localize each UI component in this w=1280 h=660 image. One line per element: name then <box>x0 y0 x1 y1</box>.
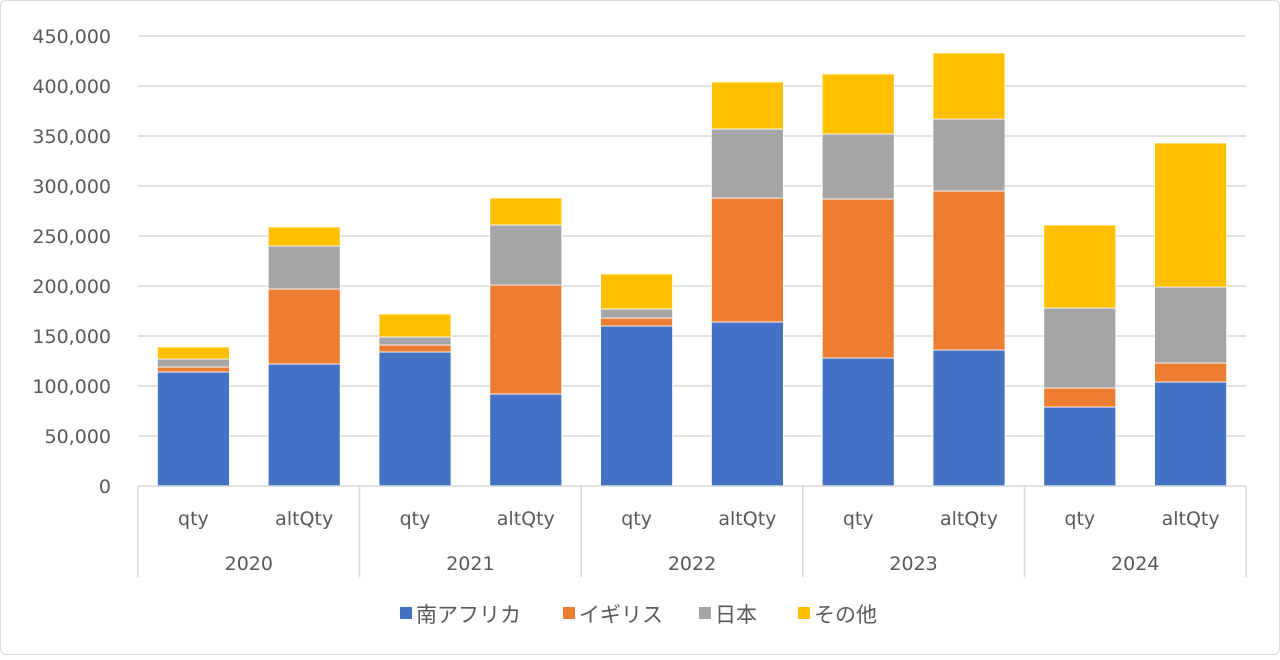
bar-segment <box>267 288 341 365</box>
bar-segment <box>156 358 230 368</box>
y-tick-label: 300,000 <box>32 176 111 198</box>
bar-segment <box>600 317 673 327</box>
bar-segment <box>267 363 341 487</box>
bar-segment <box>489 224 563 286</box>
bars <box>156 52 1227 487</box>
bar-segment <box>600 308 673 319</box>
y-tick-label: 400,000 <box>32 76 111 98</box>
bar-segment <box>932 52 1006 120</box>
y-axis-ticks: 0 50,000 100,000 150,000 200,000 250,000 300,0… <box>32 26 111 498</box>
y-tick-label: 350,000 <box>32 126 111 148</box>
bar-segment <box>600 273 673 310</box>
legend-swatch <box>400 607 412 619</box>
bar-segment <box>711 81 784 130</box>
bar-segment <box>489 197 563 226</box>
x-tick-label: altQty <box>1162 508 1220 530</box>
y-tick-label: 100,000 <box>32 376 111 398</box>
bar-segment <box>932 349 1006 487</box>
x-tick-label: altQty <box>497 508 555 530</box>
x-group-label: 2020 <box>225 553 273 575</box>
x-group-label: 2023 <box>889 553 937 575</box>
bar-segment <box>378 313 452 338</box>
bar-segment <box>378 336 452 346</box>
bar-segment <box>378 344 452 353</box>
legend-swatch <box>563 607 575 619</box>
bar-segment <box>1154 381 1227 487</box>
legend-label: 日本 <box>715 603 757 627</box>
x-group-label: 2024 <box>1111 553 1159 575</box>
legend-swatch <box>798 607 810 619</box>
x-axis: qty altQty qty altQty qty altQty qty altQty qty a… <box>137 485 1247 577</box>
x-group-label: 2022 <box>668 553 716 575</box>
bar-segment <box>932 118 1006 192</box>
x-tick-label: qty <box>178 508 209 530</box>
bar-segment <box>1154 286 1227 364</box>
x-tick-label: altQty <box>718 508 776 530</box>
bar-segment <box>489 393 563 487</box>
bar-segment <box>821 133 895 200</box>
legend-label: イギリス <box>579 603 663 627</box>
x-tick-label: qty <box>400 508 431 530</box>
y-tick-label: 250,000 <box>32 226 111 248</box>
bar-segment <box>1043 387 1117 408</box>
bar-segment <box>1043 406 1117 487</box>
bar-segment <box>711 128 784 199</box>
bar-segment <box>267 226 341 247</box>
bar-segment <box>711 321 784 487</box>
x-tick-label: altQty <box>940 508 998 530</box>
bar-segment <box>1154 142 1227 288</box>
bar-segment <box>489 284 563 395</box>
bar-segment <box>821 198 895 359</box>
bar-segment <box>600 325 673 487</box>
bar-segment <box>711 197 784 323</box>
bar-segment <box>267 245 341 290</box>
bar-segment <box>1043 224 1117 309</box>
bar-segment <box>821 73 895 135</box>
bar-segment <box>156 366 230 373</box>
bar-segment <box>1154 362 1227 383</box>
bar-segment <box>821 357 895 487</box>
y-tick-label: 150,000 <box>32 326 111 348</box>
bar-segment <box>1043 307 1117 389</box>
x-tick-label: qty <box>1064 508 1095 530</box>
x-tick-label: qty <box>843 508 874 530</box>
bar-segment <box>156 371 230 487</box>
x-group-label: 2021 <box>446 553 494 575</box>
bar-segment <box>378 351 452 487</box>
x-tick-label: altQty <box>275 508 333 530</box>
y-tick-label: 450,000 <box>32 26 111 48</box>
bar-segment <box>156 346 230 360</box>
bar-segment <box>932 190 1006 351</box>
legend-swatch <box>699 607 711 619</box>
legend-label: 南アフリカ <box>416 603 521 627</box>
y-tick-label: 0 <box>99 476 111 498</box>
x-tick-label: qty <box>621 508 652 530</box>
y-tick-label: 50,000 <box>45 426 111 448</box>
legend-label: その他 <box>814 603 877 627</box>
legend: 南アフリカ イギリス 日本 その他 <box>400 603 877 627</box>
y-tick-label: 200,000 <box>32 276 111 298</box>
